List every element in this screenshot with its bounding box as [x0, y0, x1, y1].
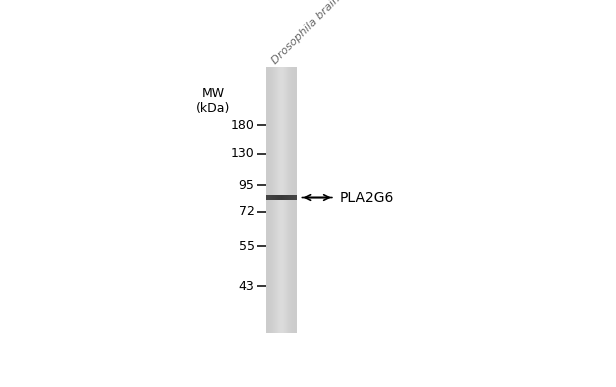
Text: 43: 43 — [239, 280, 254, 293]
Text: MW
(kDa): MW (kDa) — [196, 87, 230, 115]
Text: 55: 55 — [238, 240, 254, 253]
Text: 72: 72 — [239, 205, 254, 218]
Text: 95: 95 — [239, 178, 254, 192]
Text: 130: 130 — [231, 147, 254, 160]
Text: 180: 180 — [231, 119, 254, 132]
Text: PLA2G6: PLA2G6 — [339, 190, 394, 204]
Text: Drosophila brain: Drosophila brain — [269, 0, 342, 66]
